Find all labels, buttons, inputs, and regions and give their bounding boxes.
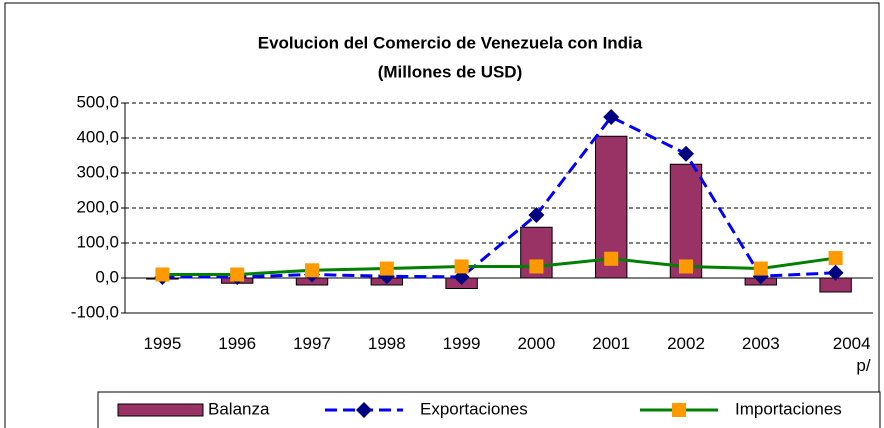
y-tick-label: -100,0 [71, 302, 119, 321]
y-tick-label: 200,0 [76, 197, 119, 216]
bar [520, 226, 553, 279]
marker [230, 267, 245, 282]
x-tick-label: 2002 [667, 334, 705, 353]
x-tick-label: 1995 [143, 334, 182, 353]
marker [155, 267, 170, 282]
marker [454, 259, 469, 274]
marker [528, 207, 545, 223]
y-tick-label: 400,0 [76, 127, 119, 146]
chart-title: Evolucion del Comercio de Venezuela con … [258, 33, 643, 52]
x-tick-label: 2001 [592, 334, 631, 353]
marker [828, 251, 843, 266]
chart-subtitle: (Millones de USD) [378, 62, 523, 81]
legend-box [97, 391, 881, 428]
marker [753, 261, 768, 276]
legend-marker [356, 402, 372, 418]
marker [679, 259, 693, 274]
marker [305, 263, 319, 278]
marker [604, 251, 619, 266]
marker [827, 264, 844, 281]
x-tick-label: 2000 [517, 334, 556, 353]
legend-label: Balanza [208, 399, 270, 418]
legend-marker [672, 403, 686, 417]
x-tick-label: 1999 [442, 334, 481, 353]
legend-label: Importaciones [735, 399, 842, 418]
marker [529, 259, 544, 274]
chart-border [4, 2, 880, 428]
x-tick-label: 2003 [741, 334, 780, 353]
y-tick-label: 100,0 [76, 232, 119, 251]
legend-label: Exportaciones [420, 399, 528, 418]
y-tick-label: 500,0 [76, 92, 119, 111]
marker [603, 109, 620, 125]
y-tick-label: 300,0 [76, 162, 119, 181]
x-tick-label: 1998 [367, 334, 406, 353]
marker [379, 261, 394, 276]
x-tick-label: 1997 [293, 334, 331, 353]
y-tick-label: 0,0 [95, 267, 119, 286]
x-tick-label: 2004 p/ [832, 334, 871, 375]
legend-swatch [117, 403, 204, 417]
line [162, 256, 836, 276]
marker [678, 145, 694, 162]
line [162, 115, 836, 279]
x-tick-label: 1996 [218, 334, 257, 353]
bar [669, 163, 703, 279]
